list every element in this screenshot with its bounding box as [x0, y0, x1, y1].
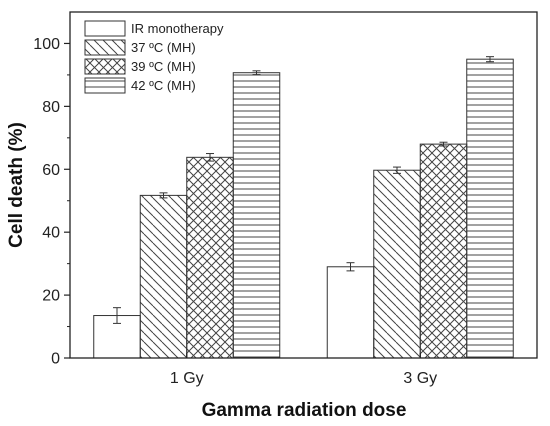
error-bar: [439, 141, 448, 147]
legend-swatch: [84, 39, 126, 56]
error-bar: [486, 56, 494, 63]
legend-swatch: [84, 77, 126, 94]
error-bar: [393, 166, 401, 174]
error-bar: [113, 307, 121, 324]
bar-3gy-series-1: [326, 266, 375, 359]
bars-layer: [93, 58, 514, 359]
bar-3gy-series-2: [373, 169, 421, 359]
x-tick-label: 1 Gy: [170, 370, 204, 387]
y-axis-ticks: 0 20 40 60 80 100: [33, 36, 70, 368]
legend-label: IR monotherapy: [131, 21, 224, 36]
y-axis-title: Cell death (%): [6, 122, 27, 248]
legend-label: 39 ºC (MH): [131, 59, 196, 74]
legend-label: 37 ºC (MH): [131, 40, 196, 55]
legend-swatch: [84, 20, 126, 37]
error-bar: [159, 192, 168, 199]
y-tick-label: 40: [42, 225, 60, 242]
y-tick-label: 0: [51, 351, 60, 368]
error-bars-layer: [113, 56, 494, 324]
y-tick-label: 60: [42, 162, 60, 179]
y-tick-label: 20: [42, 288, 60, 305]
y-tick-label: 100: [33, 36, 60, 53]
error-bar: [346, 262, 355, 272]
x-axis-ticks: 1 Gy 3 Gy: [170, 353, 437, 387]
bar-1gy-series-2: [139, 194, 188, 359]
bar-3gy-series-4: [466, 58, 514, 359]
x-tick-label: 3 Gy: [403, 370, 437, 387]
error-bar: [252, 70, 261, 76]
y-tick-label: 80: [42, 99, 60, 116]
legend-label: 42 ºC (MH): [131, 78, 196, 93]
bar-1gy-series-4: [232, 72, 281, 359]
legend: IR monotherapy 37 ºC (MH) 39 ºC (MH) 42 ºC …: [84, 20, 224, 94]
legend-swatch: [84, 58, 126, 75]
plot-frame: [69, 11, 538, 359]
error-bar: [206, 153, 214, 162]
bar-3gy-series-3: [419, 143, 468, 359]
bar-1gy-series-3: [186, 156, 234, 359]
x-axis-title: Gamma radiation dose: [202, 400, 407, 421]
